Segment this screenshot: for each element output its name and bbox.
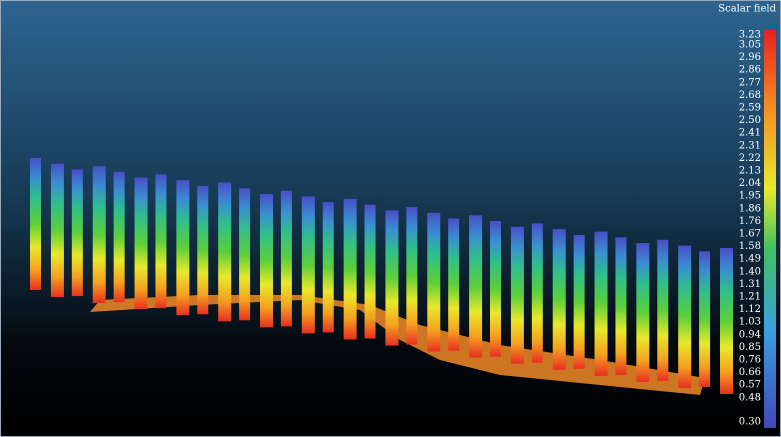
tree-stripe	[365, 205, 376, 339]
tree-stripe	[344, 199, 357, 340]
tree-stripe	[385, 210, 398, 345]
tree-stripe	[302, 196, 315, 333]
scale-label: 2.96	[739, 52, 761, 63]
scale-label: 3.05	[739, 40, 761, 51]
tree-stripe	[595, 232, 608, 376]
tree-stripe	[406, 207, 417, 344]
color-scale	[764, 30, 776, 428]
tree-stripe	[176, 180, 189, 315]
tree-stripe	[448, 219, 459, 351]
scale-label: 2.50	[739, 115, 761, 126]
scale-label: 0.85	[739, 342, 761, 353]
scale-labels: 3.233.052.962.862.772.682.592.502.412.31…	[739, 30, 761, 428]
tree-stripe	[636, 243, 649, 382]
tree-stripe	[720, 248, 733, 394]
tree-stripe	[260, 194, 273, 327]
scale-label: 0.94	[739, 329, 761, 340]
tree-stripe	[239, 188, 250, 320]
tree-stripe	[155, 174, 166, 308]
scale-label: 2.77	[739, 77, 761, 88]
tree-stripe	[51, 164, 64, 297]
scale-label: 2.04	[739, 178, 761, 189]
scale-label: 1.31	[739, 279, 761, 290]
scale-label: 0.66	[739, 367, 761, 378]
scale-label: 2.86	[739, 65, 761, 76]
scale-label: 1.86	[739, 203, 761, 214]
scale-label: 0.30	[739, 417, 761, 428]
scale-title: Scalar field	[718, 4, 776, 15]
tree-stripe	[490, 221, 501, 357]
tree-stripe	[678, 246, 691, 388]
scale-label: 1.58	[739, 241, 761, 252]
tree-stripe	[197, 186, 208, 314]
scale-label: 1.12	[739, 304, 761, 315]
viewport: Scalar field 3.233.052.962.862.772.682.5…	[0, 0, 781, 437]
scale-label: 1.40	[739, 266, 761, 277]
tree-stripe	[574, 235, 585, 369]
tree-stripe	[699, 251, 710, 387]
tree-stripe	[323, 202, 334, 332]
tree-stripe	[135, 178, 148, 310]
scale-label: 2.59	[739, 103, 761, 114]
scale-label: 2.13	[739, 166, 761, 177]
tree-stripe	[281, 191, 292, 327]
scale-label: 2.41	[739, 128, 761, 139]
tree-stripe	[30, 158, 41, 290]
tree-stripe	[93, 166, 106, 303]
scale-label: 0.57	[739, 380, 761, 391]
tree-stripe	[553, 229, 566, 370]
scale-label: 0.48	[739, 392, 761, 403]
scale-label: 1.67	[739, 229, 761, 240]
scale-label: 2.31	[739, 140, 761, 151]
tree-stripe	[657, 240, 668, 381]
tree-stripe	[532, 223, 543, 362]
tree-stripe	[218, 183, 231, 322]
tree-stripe	[615, 237, 626, 374]
tree-stripe	[469, 215, 482, 357]
scale-label: 1.49	[739, 254, 761, 265]
scale-label: 1.95	[739, 191, 761, 202]
tree-stripe	[427, 213, 440, 352]
scale-label: 1.76	[739, 216, 761, 227]
scale-label: 1.03	[739, 317, 761, 328]
tree-stripe	[511, 227, 524, 364]
tree-stripe	[114, 172, 125, 302]
scale-label: 1.21	[739, 292, 761, 303]
tree-stripe	[72, 169, 83, 296]
scale-label: 2.68	[739, 90, 761, 101]
scale-label: 0.76	[739, 355, 761, 366]
scale-label: 2.22	[739, 153, 761, 164]
